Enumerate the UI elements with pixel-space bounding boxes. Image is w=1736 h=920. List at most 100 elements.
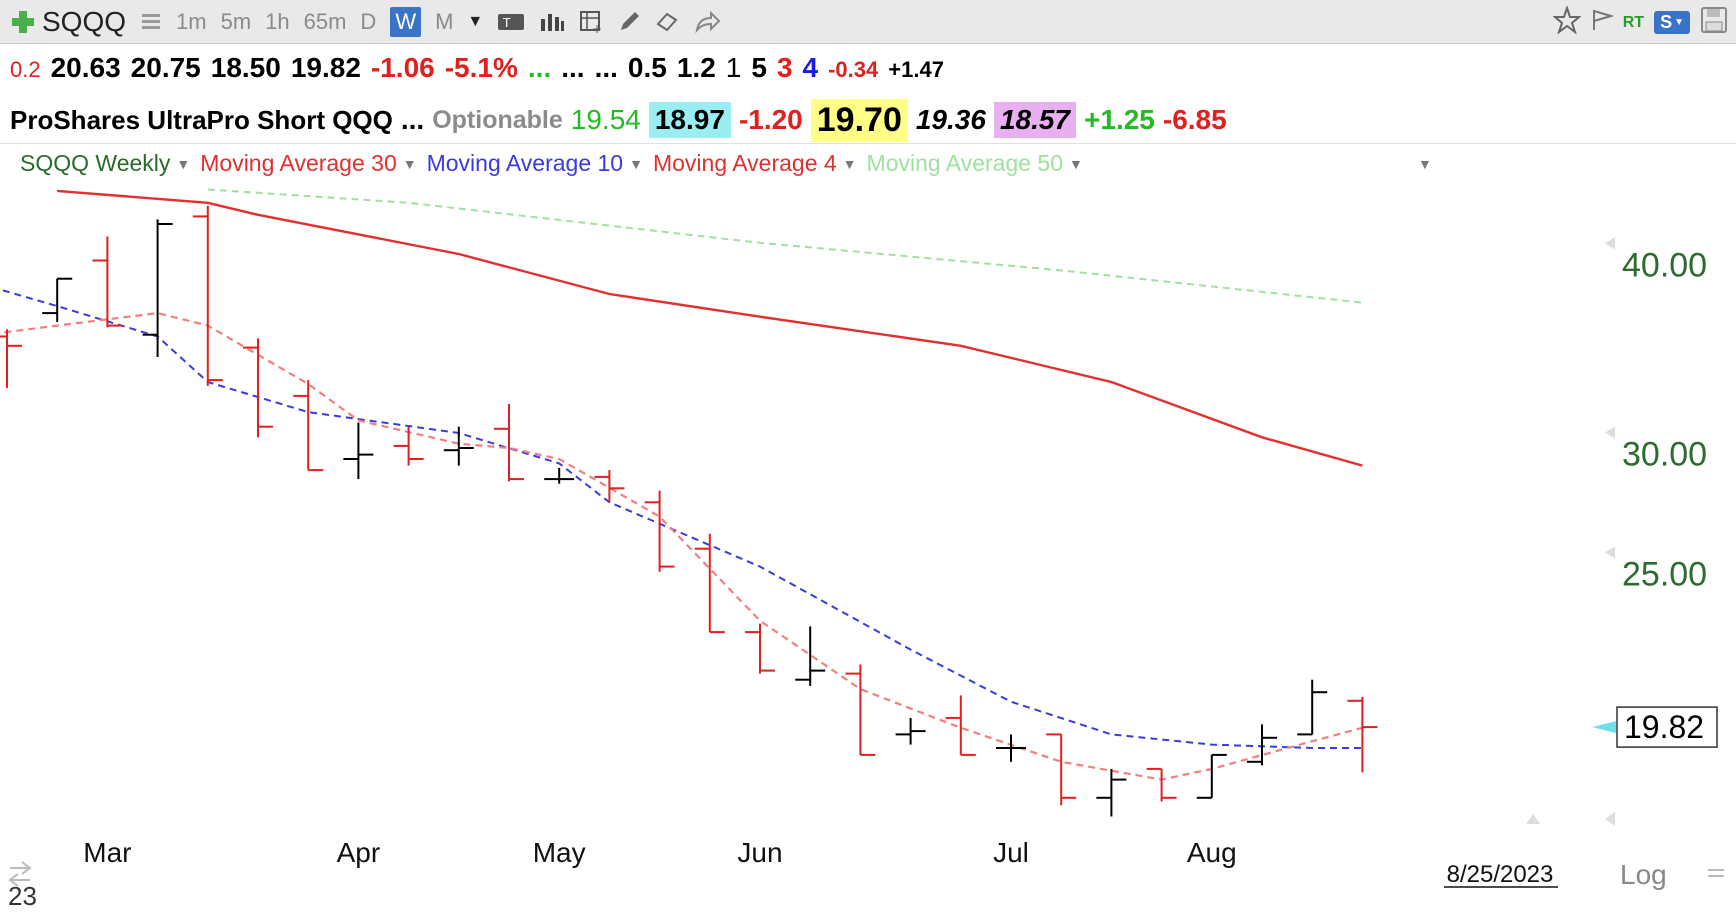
legend-caret-icon: ▼ [1069,155,1083,172]
alert-flag-icon[interactable] [1591,8,1615,37]
save-disk-icon[interactable] [1700,6,1728,39]
ohlc-bar-down[interactable] [1347,696,1378,773]
ohlc-bar-up[interactable] [443,426,474,466]
ohlc-bar-down[interactable] [745,623,775,674]
ohlc-bar-up[interactable] [142,219,173,357]
ohlc-bar-down[interactable] [845,664,876,756]
interval-5m[interactable]: 5m [220,8,252,34]
x-tick-label: May [533,837,586,868]
interval-1h[interactable]: 1h [265,8,290,34]
axis-tick-arrow-icon [1605,237,1615,250]
ohlc-bar-down[interactable] [293,380,324,472]
legend-item-ma4[interactable]: Moving Average 4 ▼ [653,150,857,177]
legend-caret-icon: ▼ [842,155,857,172]
quote-value-8: -6.85 [1162,104,1227,135]
ohlc-bar-down[interactable] [644,490,675,572]
quote-value-6: 18.57 [993,102,1077,138]
legend-item-ma50[interactable]: Moving Average 50 ▼ [867,150,1083,177]
list-icon[interactable] [140,11,162,33]
quote-dots-1: ... [527,52,552,83]
quote-stat-4: +1.47 [888,57,944,82]
chart-toolbar: SQQQ 1m 5m 1h 65m D W M ▼ T + RT S ▼ [0,0,1736,44]
ohlc-bar-down[interactable] [0,329,22,388]
interval-1m[interactable]: 1m [176,8,207,34]
ohlc-bar-up[interactable] [895,717,926,745]
y-tick-label: 30.00 [1622,436,1707,474]
y-tick-label: 40.00 [1622,246,1707,284]
moving-average-4-line [0,311,1363,781]
quote-dots-3: ... [594,52,618,83]
quote-value-7: +1.25 [1084,104,1155,135]
ohlc-bar-down[interactable] [192,205,223,386]
ohlc-bar-down[interactable] [694,533,725,634]
share-icon[interactable] [693,10,721,34]
quote-rank-4: 4 [802,52,819,83]
legend-caret-icon: ▼ [629,155,643,172]
corner-year-label: 23 [8,881,37,911]
interval-daily[interactable]: D [360,8,377,34]
quote-stat-3: -0.34 [828,57,879,82]
chart-legend: SQQQ Weekly ▼ Moving Average 30 ▼ Moving A… [20,150,1083,177]
quote-change-tiny: 0.2 [10,57,41,82]
legend-item-ma10[interactable]: Moving Average 10 ▼ [427,150,643,177]
quote-line-2: ProShares UltraPro Short QQQ ... Optiona… [10,96,1227,144]
x-tick-label: Mar [83,837,131,868]
legend-menu-caret-icon[interactable]: ▼ [1418,156,1432,172]
add-symbol-icon[interactable] [10,9,36,35]
ohlc-bar-down[interactable] [1046,733,1077,806]
ohlc-bar-up[interactable] [1297,679,1328,736]
chart-type-icon[interactable]: T [497,11,525,33]
ohlc-bar-down[interactable] [1146,767,1177,802]
y-tick-label: 25.00 [1622,555,1707,593]
legend-item-weekly[interactable]: SQQQ Weekly ▼ [20,150,190,177]
ohlc-bar-up[interactable] [1247,724,1277,766]
ohlc-bar-down[interactable] [594,470,625,503]
legend-label-ma4: Moving Average 4 [652,150,837,176]
moving-average-10-line [0,288,1363,749]
ohlc-bar-down[interactable] [393,426,424,466]
studies-icon[interactable]: + [579,10,603,34]
ohlc-bar-up[interactable] [795,626,826,686]
x-tick-label: Aug [1187,837,1237,868]
symbol-field[interactable]: SQQQ [42,5,127,37]
quote-value-2: 18.97 [648,102,731,138]
quote-low: 18.50 [210,52,281,83]
interval-monthly[interactable]: M [435,8,454,34]
resize-grip-icon [1708,869,1724,877]
company-name: ProShares UltraPro Short QQQ [10,104,393,135]
ohlc-bar-down[interactable] [92,236,123,328]
ohlc-bar-up[interactable] [343,422,374,480]
moving-average-50-line [207,188,1363,304]
toolbar-right-group: RT S ▼ [1552,4,1728,39]
ohlc-bar-up[interactable] [42,277,73,322]
quote-value-1: 19.54 [570,104,641,135]
legend-caret-icon: ▼ [402,155,417,172]
interval-dropdown-icon[interactable]: ▼ [467,12,484,30]
svg-text:+: + [592,22,602,34]
s-button-label: S [1660,12,1673,32]
ohlc-bar-up[interactable] [544,467,575,484]
ohlc-bar-down[interactable] [945,695,976,756]
ohlc-bar-up[interactable] [1096,768,1127,817]
quote-close: 19.82 [290,52,361,83]
quote-value-3: -1.20 [738,104,803,135]
ohlc-bar-up[interactable] [996,734,1026,762]
draw-pencil-icon[interactable] [617,10,641,34]
axis-tick-arrow-icon [1605,426,1615,439]
ohlc-bar-down[interactable] [243,338,273,438]
favorite-star-icon[interactable] [1552,4,1582,39]
interval-65m[interactable]: 65m [303,8,347,34]
ohlc-bar-up[interactable] [1196,753,1227,799]
ohlc-bar-down[interactable] [494,404,524,482]
eraser-icon[interactable] [655,10,679,34]
interval-weekly[interactable]: W [390,6,422,37]
axis-tick-arrow-icon [1605,546,1615,559]
legend-item-ma30[interactable]: Moving Average 30 ▼ [200,150,416,177]
realtime-label[interactable]: RT [1622,13,1645,31]
s-button[interactable]: S ▼ [1654,11,1690,34]
bar-chart-icon[interactable] [539,11,565,33]
quote-pct-change: -5.1% [444,52,518,83]
quote-rank-2: 5 [751,52,767,83]
legend-label-weekly: SQQQ Weekly [20,150,171,176]
